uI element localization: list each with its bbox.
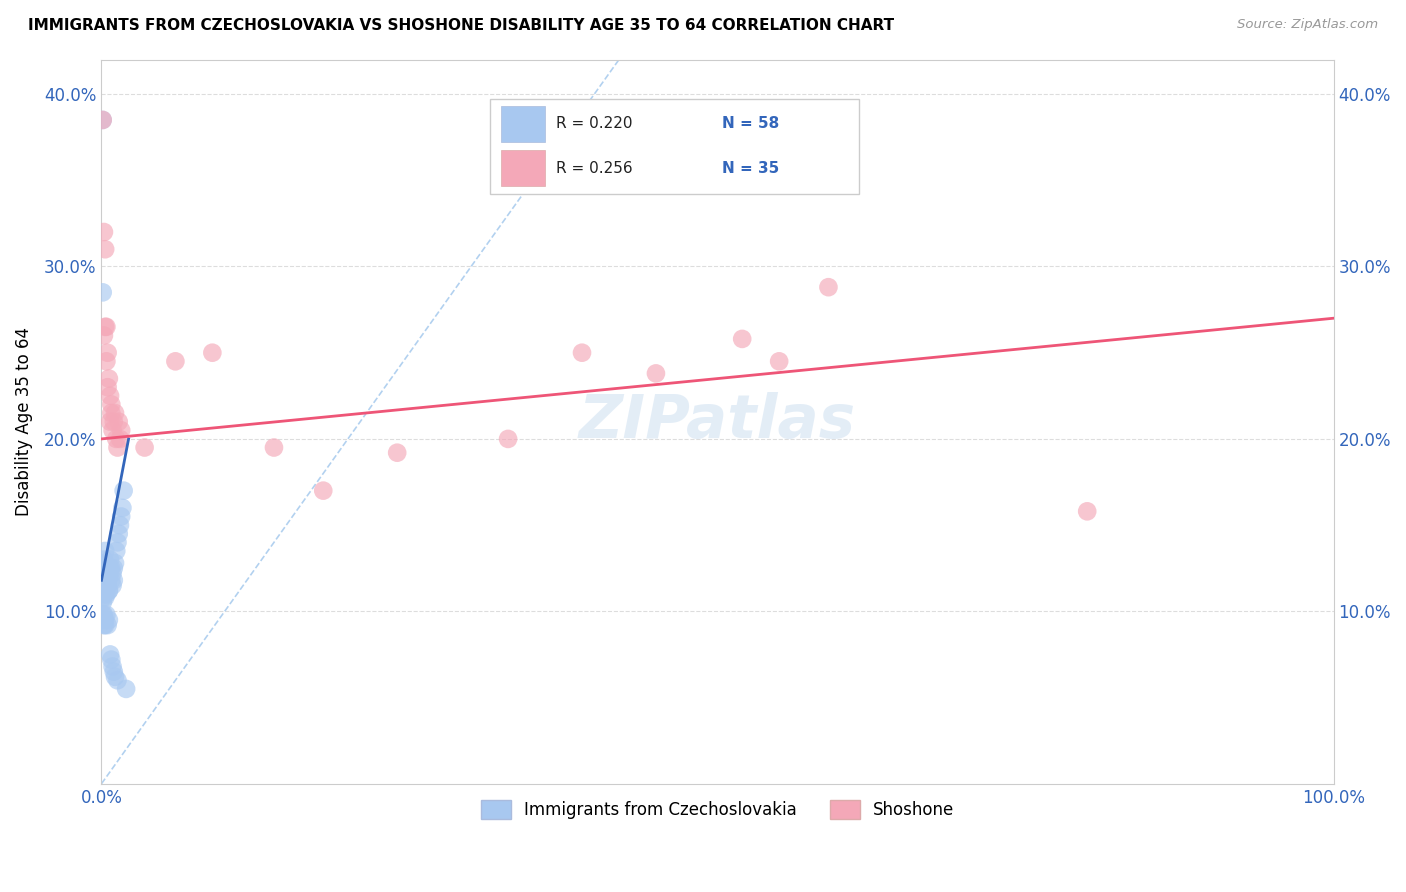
Point [98,389,121,403]
Point [110,509,132,524]
Point [100,574,122,588]
Point [97,583,120,598]
Text: IMMIGRANTS FROM CZECHOSLOVAKIA VS SHOSHONE DISABILITY AGE 35 TO 64 CORRELATION C: IMMIGRANTS FROM CZECHOSLOVAKIA VS SHOSHO… [28,18,894,33]
Point [107,673,129,688]
Point [91,285,114,300]
Point [104,556,127,570]
Point [91,112,114,127]
Point [107,441,129,455]
Point [108,432,131,446]
Point [571,345,593,359]
Point [96,607,118,622]
Point [94,591,117,605]
Point [100,397,122,411]
Point [91,591,114,605]
Point [97,613,120,627]
Legend: Immigrants from Czechoslovakia, Shoshone: Immigrants from Czechoslovakia, Shoshone [474,794,962,826]
Point [110,423,132,437]
Point [101,423,124,437]
Point [768,354,790,368]
Point [103,574,125,588]
Point [98,648,121,662]
Point [312,483,335,498]
Text: ZIPatlas: ZIPatlas [579,392,856,451]
Y-axis label: Disability Age 35 to 64: Disability Age 35 to 64 [15,327,32,516]
Point [101,578,124,592]
Point [94,242,117,256]
Point [100,652,122,666]
Point [103,561,125,575]
Point [96,574,118,588]
Point [107,535,129,549]
Point [104,670,127,684]
Point [263,441,285,455]
Point [97,574,120,588]
Point [817,280,839,294]
Point [112,483,135,498]
Point [111,500,134,515]
Point [105,544,128,558]
Point [91,607,114,622]
Point [98,552,121,566]
Point [97,583,120,598]
Point [104,406,127,420]
Point [93,574,115,588]
Point [165,354,187,368]
Point [94,618,117,632]
Point [97,345,120,359]
Point [107,526,129,541]
Point [97,570,120,584]
Point [97,380,120,394]
Point [108,518,131,533]
Point [97,371,120,385]
Point [94,613,117,627]
Point [96,574,118,588]
Point [101,566,124,581]
Point [93,583,115,598]
Point [94,578,117,592]
Point [96,319,118,334]
Point [98,561,121,575]
Point [103,415,125,429]
Point [101,659,124,673]
Point [731,332,754,346]
Point [97,618,120,632]
Point [93,587,115,601]
Point [96,566,118,581]
Point [134,441,156,455]
Point [97,578,120,592]
Point [105,432,128,446]
Point [100,561,122,575]
Point [91,596,114,610]
Point [93,566,115,581]
Point [385,446,408,460]
Point [100,406,122,420]
Point [94,556,117,570]
Point [91,613,114,627]
Point [645,367,668,381]
Point [91,112,114,127]
Point [496,432,519,446]
Point [96,354,118,368]
Point [93,328,115,343]
Point [103,665,125,679]
Point [93,618,115,632]
Point [93,552,115,566]
Point [107,415,129,429]
Point [94,319,117,334]
Point [115,681,138,696]
Point [97,578,120,592]
Point [94,561,117,575]
Point [91,570,114,584]
Point [93,225,115,239]
Point [93,607,115,622]
Text: Source: ZipAtlas.com: Source: ZipAtlas.com [1237,18,1378,31]
Point [98,415,121,429]
Point [93,613,115,627]
Point [1076,504,1098,518]
Point [201,345,224,359]
Point [94,544,117,558]
Point [96,587,118,601]
